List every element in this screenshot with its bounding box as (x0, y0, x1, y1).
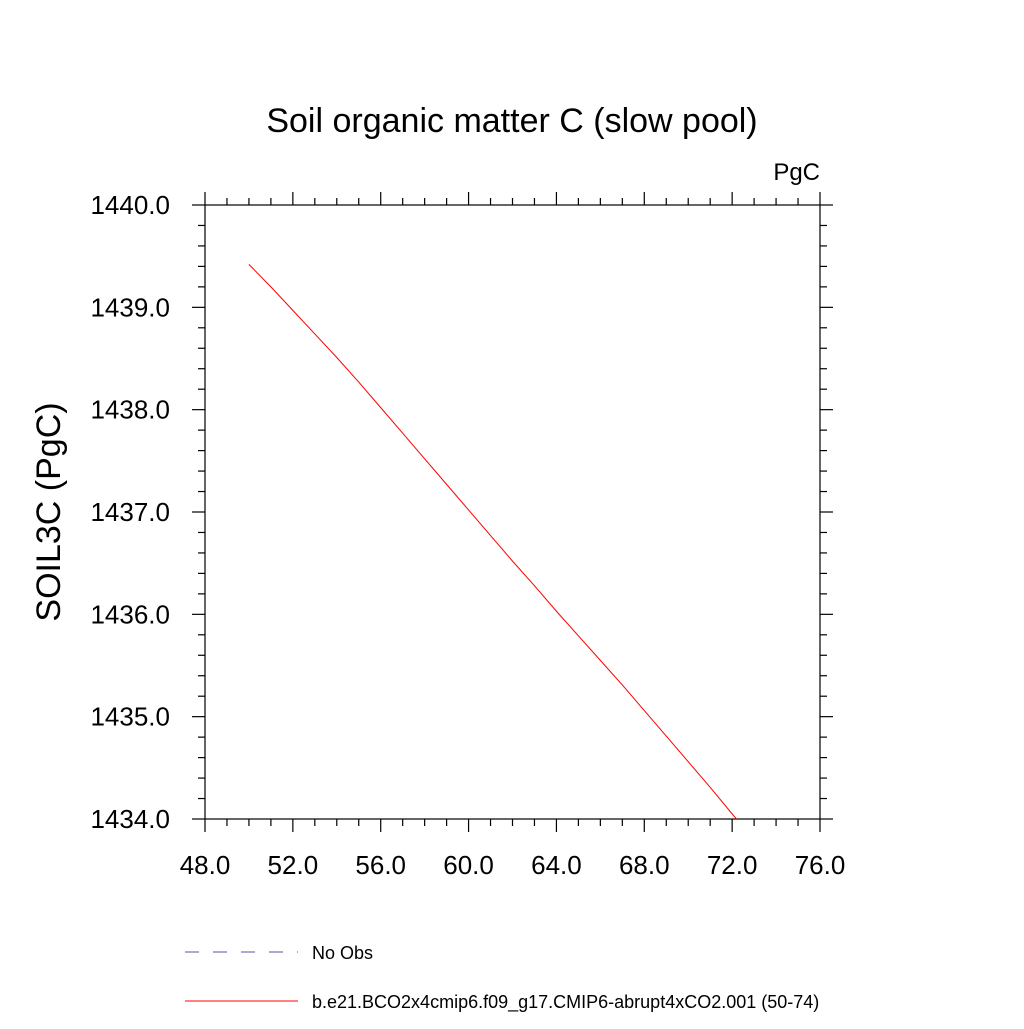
y-tick-label: 1438.0 (90, 395, 170, 425)
tick-labels: 48.0 52.0 56.0 60.0 64.0 68.0 72.0 76.0 1434.0 14… (90, 190, 845, 880)
y-tick-label: 1439.0 (90, 292, 170, 322)
x-tick-label: 76.0 (795, 850, 846, 880)
y-tick-label: 1436.0 (90, 599, 170, 629)
y-tick-label: 1434.0 (90, 804, 170, 834)
legend-label-model-run: b.e21.BCO2x4cmip6.f09_g17.CMIP6-abrupt4x… (312, 992, 819, 1013)
legend: No Obs b.e21.BCO2x4cmip6.f09_g17.CMIP6-a… (185, 943, 819, 1013)
axis-ticks (192, 192, 833, 832)
x-tick-label: 60.0 (443, 850, 494, 880)
units-label: PgC (773, 159, 820, 186)
x-tick-label: 64.0 (531, 850, 582, 880)
chart-title: Soil organic matter C (slow pool) (266, 102, 757, 140)
y-axis-label: SOIL3C (PgC) (30, 402, 68, 621)
x-tick-label: 48.0 (180, 850, 231, 880)
legend-label-no-obs: No Obs (312, 943, 373, 963)
series-line-0 (248, 264, 738, 819)
x-tick-label: 68.0 (619, 850, 670, 880)
series-layer (248, 264, 738, 819)
y-tick-label: 1437.0 (90, 497, 170, 527)
x-tick-label: 52.0 (268, 850, 319, 880)
x-tick-label: 72.0 (707, 850, 758, 880)
x-tick-label: 56.0 (355, 850, 406, 880)
plot-frame (204, 204, 821, 820)
y-tick-label: 1440.0 (90, 190, 170, 220)
y-tick-label: 1435.0 (90, 702, 170, 732)
